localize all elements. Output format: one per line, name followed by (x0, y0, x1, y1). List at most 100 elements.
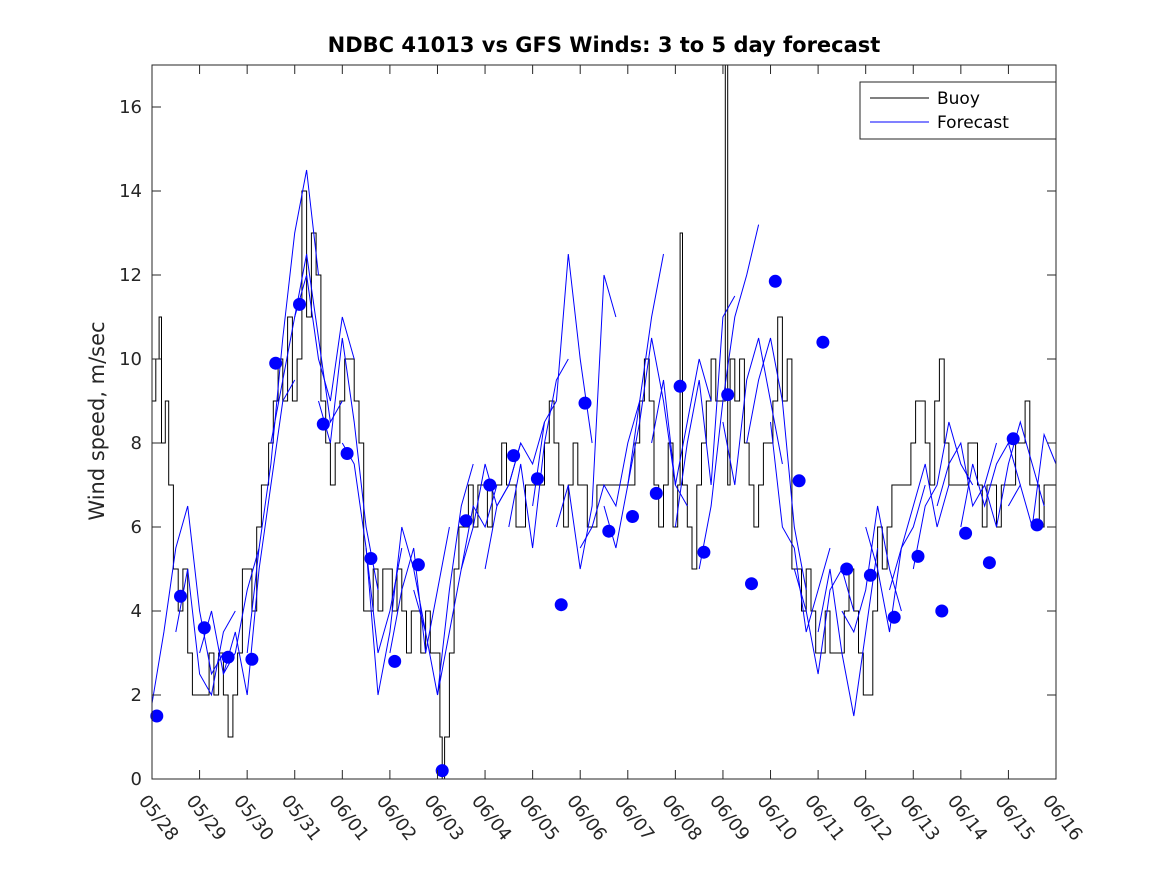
series-forecast-run-21 (651, 358, 712, 486)
forecast-marker-6 (293, 297, 306, 311)
series-forecast-run-25 (746, 337, 807, 591)
forecast-marker-26 (768, 274, 782, 288)
series-forecast-run-8 (341, 442, 403, 654)
forecast-marker-32 (911, 549, 925, 563)
series-forecast-run-27 (793, 567, 855, 675)
x-tick-label-9: 06/06 (562, 791, 610, 845)
x-tick-label-4: 06/01 (324, 791, 372, 845)
forecast-marker-20 (626, 510, 639, 523)
x-tick-label-19: 06/16 (1038, 791, 1086, 845)
y-tick-label-6: 6 (131, 517, 142, 538)
forecast-marker-27 (792, 474, 806, 488)
legend-label-forecast: Forecast (937, 113, 1009, 133)
x-tick-label-7: 06/04 (467, 791, 515, 845)
forecast-marker-8 (340, 447, 354, 460)
series-forecast-run-20 (627, 337, 688, 507)
forecast-marker-4 (245, 652, 259, 666)
y-tick-label-10: 10 (119, 349, 142, 370)
series-forecast-run-6 (294, 274, 355, 402)
axes-box (151, 64, 1057, 780)
series-forecast-run-10 (389, 526, 450, 654)
forecast-marker-10 (388, 654, 402, 668)
forecast-marker-28 (816, 335, 830, 349)
forecast-marker-19 (602, 524, 616, 538)
x-tick-label-11: 06/08 (657, 791, 705, 845)
plot-background (152, 65, 1056, 779)
forecast-marker-16 (530, 472, 544, 486)
series-forecast-run-3 (222, 379, 296, 696)
forecast-marker-0 (150, 709, 164, 723)
series-forecast-run-22 (674, 295, 736, 528)
forecast-marker-31 (887, 610, 901, 624)
legend: Buoy Forecast (859, 81, 1057, 140)
x-tick-label-2: 05/30 (229, 791, 277, 845)
x-tick-label-16: 06/13 (895, 791, 943, 845)
x-tick-label-18: 06/15 (990, 791, 1038, 845)
forecast-marker-37 (1030, 518, 1044, 532)
forecast-marker-22 (673, 379, 687, 393)
series-forecast-run-11 (413, 463, 474, 696)
forecast-marker-9 (364, 552, 378, 565)
y-tick-label-14: 14 (119, 181, 142, 202)
forecast-marker-18 (578, 396, 592, 410)
x-tick-label-12: 06/09 (705, 791, 753, 845)
x-tick-label-5: 06/02 (372, 791, 420, 845)
forecast-marker-15 (507, 449, 521, 463)
x-tick-label-15: 06/12 (848, 791, 896, 845)
forecast-marker-5 (269, 356, 283, 370)
forecast-marker-36 (1006, 432, 1020, 446)
series-forecast-run-16 (532, 253, 593, 507)
series-forecast-run-1 (175, 568, 236, 697)
forecast-marker-29 (840, 562, 854, 576)
legend-box (859, 81, 1057, 140)
forecast-marker-30 (863, 568, 877, 582)
forecast-marker-33 (935, 604, 949, 618)
series-forecast-run-30 (865, 484, 926, 633)
y-tick-label-16: 16 (119, 97, 142, 118)
y-tick-label-4: 4 (131, 601, 142, 622)
forecast-marker-2 (197, 621, 211, 635)
forecast-marker-35 (982, 556, 996, 570)
forecast-marker-13 (459, 514, 473, 528)
x-tick-label-6: 06/03 (420, 791, 468, 845)
y-tick-label-12: 12 (119, 265, 142, 286)
series-forecast-run-0 (151, 505, 224, 704)
series-forecast-run-34 (960, 441, 1021, 528)
series-forecast-run-7 (318, 337, 379, 591)
series-forecast-run-24 (722, 337, 783, 486)
forecast-marker-12 (435, 764, 449, 778)
x-tick-label-0: 05/28 (134, 791, 182, 845)
x-tick-label-17: 06/14 (943, 791, 991, 845)
series-forecast-run-31 (889, 463, 950, 591)
y-axis-label: Wind speed, m/sec (85, 321, 109, 520)
series-forecast-run-12 (437, 484, 498, 696)
series-forecast-run-14 (484, 421, 545, 570)
x-tick-label-10: 06/07 (610, 791, 658, 845)
y-tick-label-2: 2 (131, 685, 142, 706)
y-tick-label-0: 0 (131, 769, 142, 790)
forecast-marker-25 (745, 577, 758, 591)
x-tick-label-3: 05/31 (277, 791, 325, 845)
series-forecast-run-5 (270, 253, 343, 444)
series-forecast-run-9 (365, 526, 427, 696)
legend-label-buoy: Buoy (937, 89, 980, 109)
forecast-marker-7 (316, 417, 330, 431)
forecast-marker-3 (221, 650, 235, 664)
chart-title: NDBC 41013 vs GFS Winds: 3 to 5 day fore… (328, 33, 881, 57)
series-forecast-run-32 (912, 421, 974, 570)
series-forecast-run-33 (936, 441, 997, 508)
forecast-marker-21 (649, 486, 663, 500)
x-tick-label-1: 05/29 (182, 791, 230, 845)
forecast-marker-11 (411, 558, 425, 572)
series-forecast-run-23 (698, 224, 760, 570)
forecast-marker-17 (554, 598, 568, 612)
series-forecast-run-19 (603, 253, 664, 549)
series-forecast-run-18 (579, 400, 641, 549)
series-forecast-run-4 (246, 169, 319, 654)
series-buoy (152, 64, 1056, 780)
forecast-marker-23 (697, 545, 711, 559)
x-tick-label-14: 06/11 (800, 791, 848, 845)
forecast-marker-34 (959, 526, 973, 540)
